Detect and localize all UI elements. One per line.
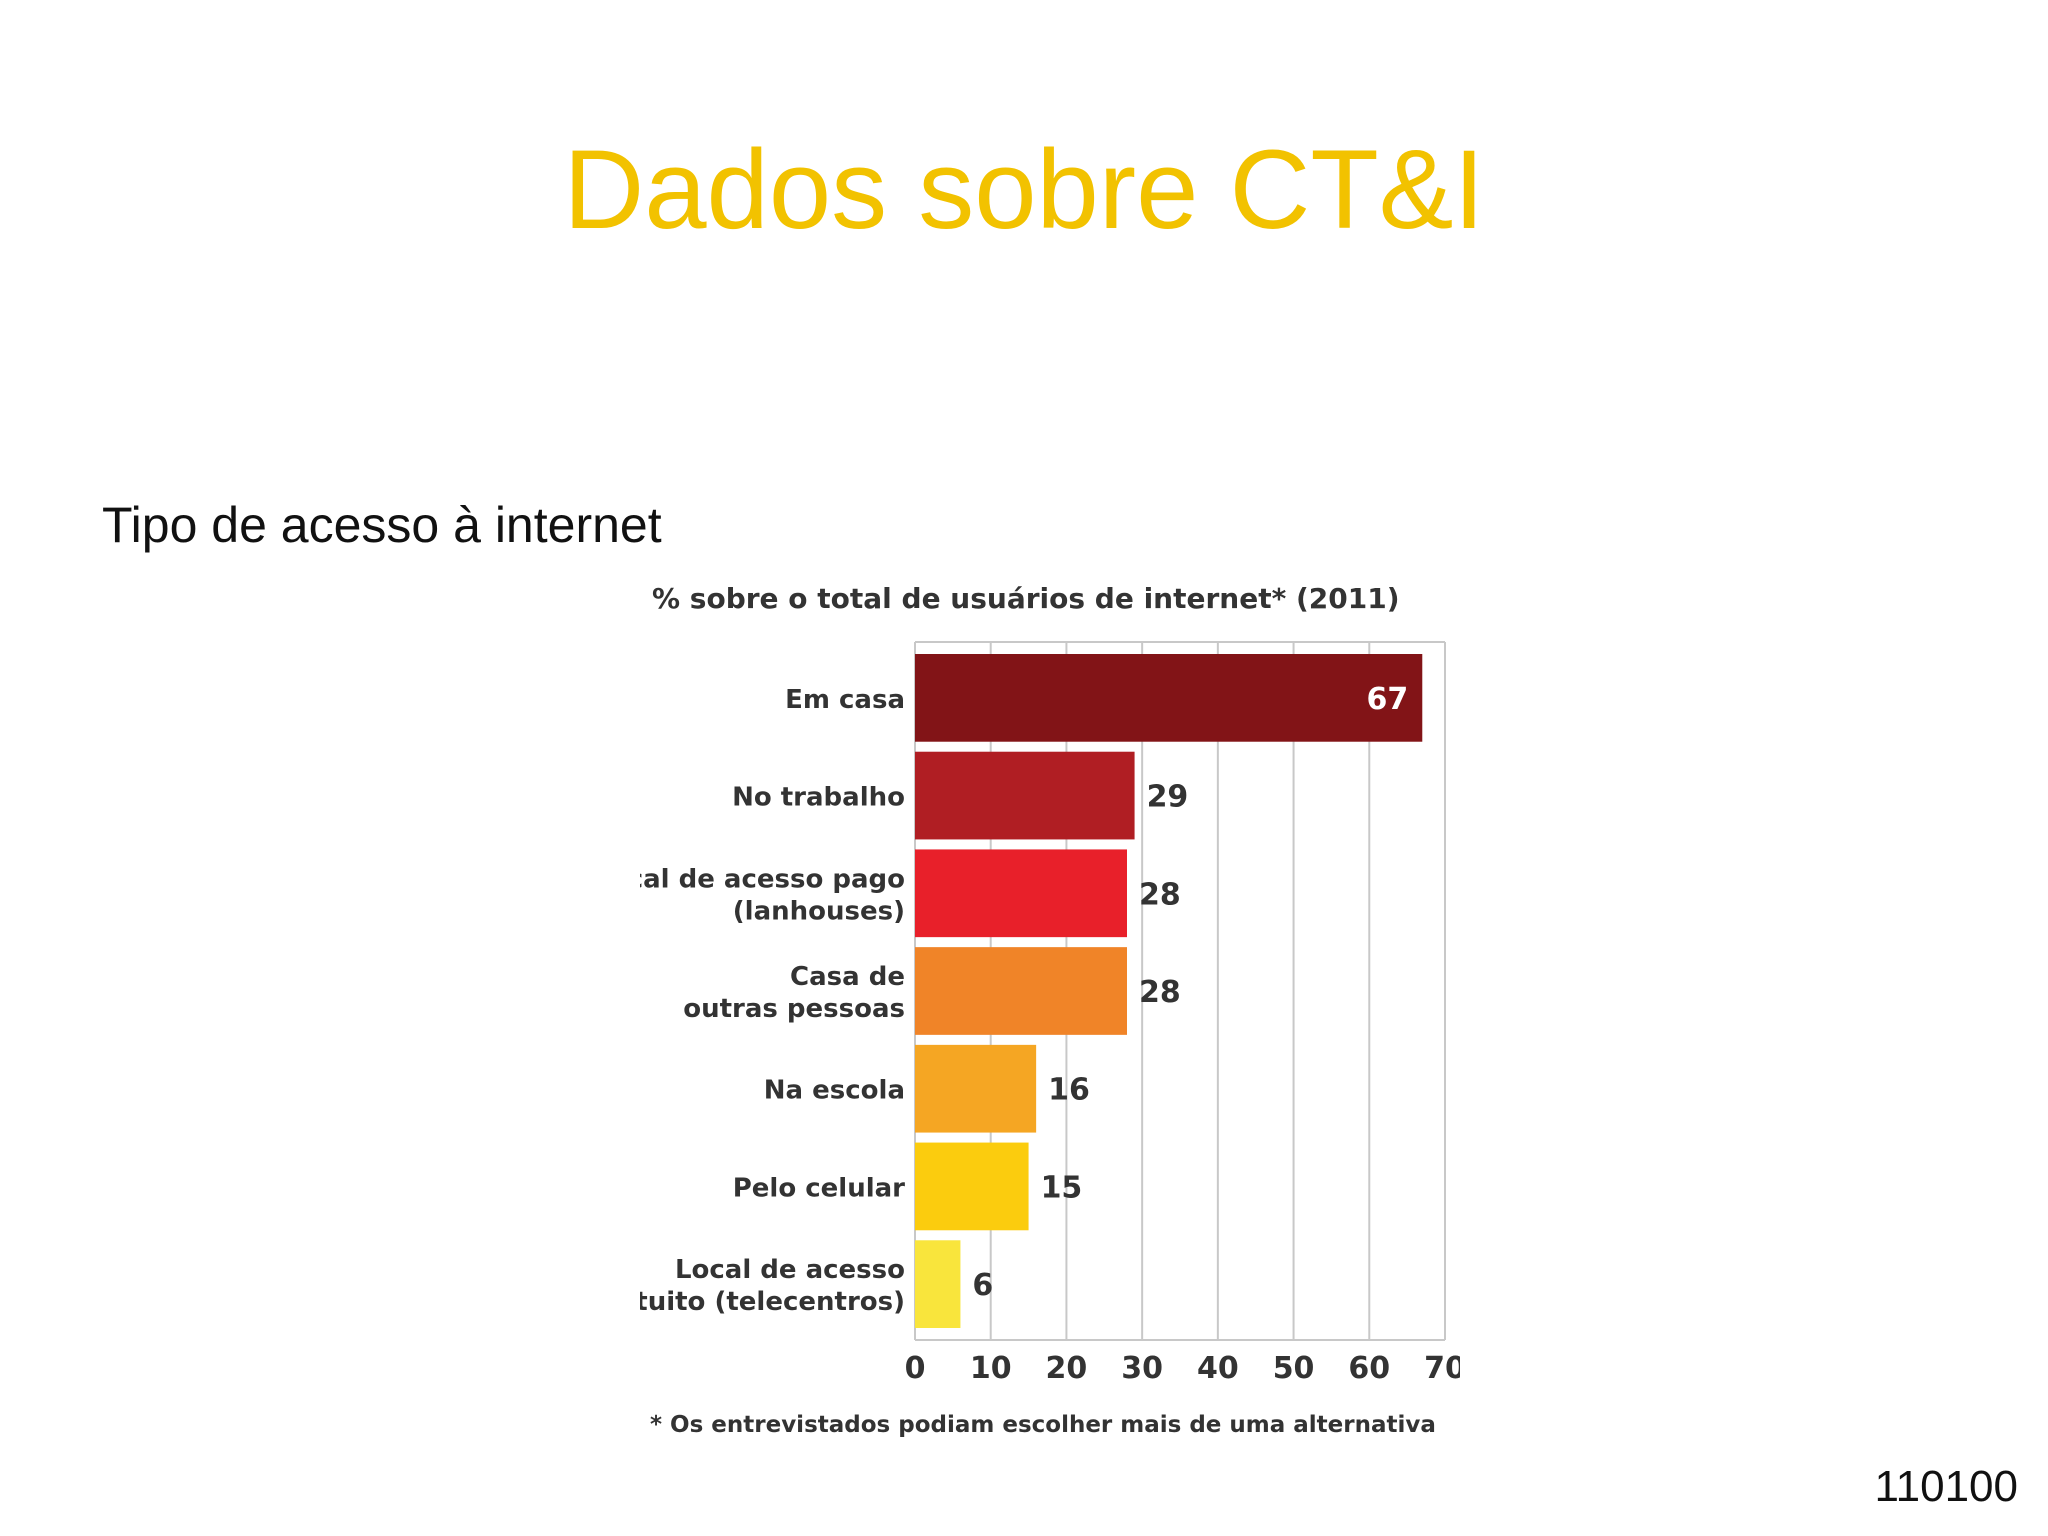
bar-value-label: 28 bbox=[1139, 975, 1181, 1010]
category-label: Local de acesso bbox=[675, 1255, 905, 1285]
category-label: No trabalho bbox=[732, 783, 905, 813]
bar-value-label: 29 bbox=[1147, 780, 1189, 815]
category-label: Em casa bbox=[785, 685, 905, 715]
x-tick-label: 40 bbox=[1197, 1351, 1239, 1386]
bar bbox=[915, 1044, 1037, 1133]
bar bbox=[915, 751, 1135, 840]
x-tick-label: 60 bbox=[1348, 1351, 1390, 1386]
category-label: Na escola bbox=[764, 1076, 905, 1106]
slide-title: Dados sobre CT&I bbox=[563, 127, 1485, 252]
category-label: Pelo celular bbox=[733, 1173, 905, 1203]
slide-number: 110100 bbox=[1874, 1462, 2018, 1511]
category-label: (lanhouses) bbox=[733, 896, 905, 926]
bar-value-label: 28 bbox=[1139, 877, 1181, 912]
bar bbox=[915, 1240, 961, 1328]
bars: 67 29 28 28 16 15 6 bbox=[915, 654, 1423, 1328]
category-label: outras pessoas bbox=[683, 994, 905, 1024]
x-axis-ticks: 0 10 20 30 40 50 60 70 bbox=[905, 1351, 1460, 1386]
x-tick-label: 0 bbox=[905, 1351, 926, 1386]
bar-chart: % sobre o total de usuários de internet*… bbox=[640, 582, 1460, 1438]
bar bbox=[915, 849, 1127, 938]
x-tick-label: 10 bbox=[970, 1351, 1012, 1386]
x-tick-label: 50 bbox=[1273, 1351, 1315, 1386]
bar bbox=[915, 1142, 1029, 1231]
x-tick-label: 70 bbox=[1424, 1351, 1460, 1386]
bar-value-label: 6 bbox=[972, 1268, 993, 1303]
bar-value-label: 15 bbox=[1041, 1170, 1083, 1205]
bar-value-label: 67 bbox=[1367, 682, 1409, 717]
category-labels: Em casa No trabalho Local de acesso pago(l… bbox=[640, 685, 905, 1317]
x-tick-label: 30 bbox=[1121, 1351, 1163, 1386]
slide-subtitle: Tipo de acesso à internet bbox=[102, 497, 662, 553]
x-tick-label: 20 bbox=[1046, 1351, 1088, 1386]
chart-footnote: * Os entrevistados podiam escolher mais … bbox=[650, 1412, 1436, 1438]
bar bbox=[915, 947, 1127, 1035]
category-label: Casa de bbox=[790, 962, 905, 992]
bar-value-label: 16 bbox=[1048, 1073, 1090, 1108]
bar bbox=[915, 654, 1423, 742]
chart-title: % sobre o total de usuários de internet*… bbox=[652, 582, 1400, 615]
category-label: Local de acesso pago bbox=[640, 864, 905, 894]
category-label: gratuito (telecentros) bbox=[640, 1287, 905, 1317]
